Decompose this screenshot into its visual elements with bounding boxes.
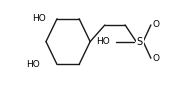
Text: O: O [152, 20, 159, 29]
Text: HO: HO [32, 14, 46, 23]
Text: HO: HO [26, 60, 40, 69]
Text: O: O [152, 54, 159, 63]
Text: S: S [137, 37, 143, 47]
Text: HO: HO [96, 37, 109, 46]
